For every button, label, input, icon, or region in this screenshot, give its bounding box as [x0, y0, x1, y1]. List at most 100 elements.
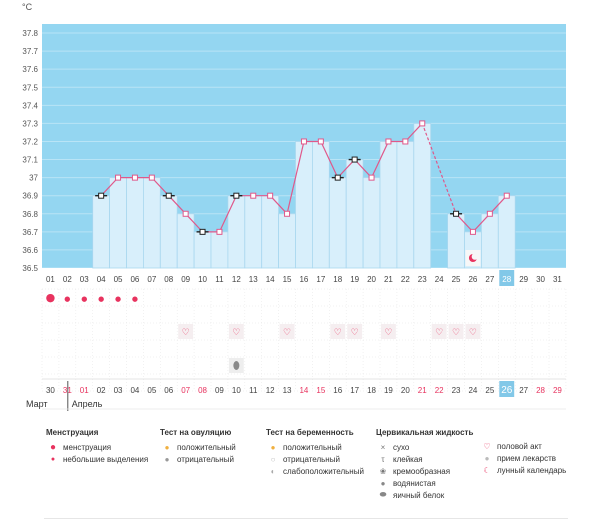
cycle-day-label[interactable]: 31: [553, 275, 562, 284]
cycle-day-label[interactable]: 27: [485, 275, 494, 284]
date-label[interactable]: 23: [452, 386, 461, 395]
date-label[interactable]: 09: [215, 386, 224, 395]
temperature-marker[interactable]: [368, 174, 375, 181]
temperature-marker[interactable]: [216, 228, 223, 235]
cycle-day-label[interactable]: 22: [401, 275, 410, 284]
date-label[interactable]: 03: [114, 386, 123, 395]
temperature-marker[interactable]: [267, 192, 274, 199]
cycle-day-label[interactable]: 04: [97, 275, 106, 284]
cycle-day-label[interactable]: 09: [181, 275, 190, 284]
date-label[interactable]: 16: [333, 386, 342, 395]
date-label[interactable]: 02: [97, 386, 106, 395]
temperature-marker[interactable]: [115, 174, 122, 181]
cycle-day-label[interactable]: 25: [452, 275, 461, 284]
cycle-day-label[interactable]: 13: [249, 275, 258, 284]
temperature-marker[interactable]: [453, 210, 460, 217]
date-label[interactable]: 04: [130, 386, 139, 395]
date-label[interactable]: 08: [198, 386, 207, 395]
small-drop-icon[interactable]: ●: [98, 295, 104, 303]
date-label[interactable]: 07: [181, 386, 190, 395]
cycle-day-label[interactable]: 16: [299, 275, 308, 284]
heart-icon[interactable]: ♡: [469, 328, 477, 338]
date-label[interactable]: 06: [164, 386, 173, 395]
small-drop-icon[interactable]: ●: [64, 295, 70, 303]
heart-icon[interactable]: ♡: [182, 328, 190, 338]
date-label[interactable]: 18: [367, 386, 376, 395]
date-label[interactable]: 10: [232, 386, 241, 395]
date-label[interactable]: 15: [316, 386, 325, 395]
cycle-day-label[interactable]: 12: [232, 275, 241, 284]
cycle-day-label[interactable]: 02: [63, 275, 72, 284]
date-label[interactable]: 22: [435, 386, 444, 395]
temperature-marker[interactable]: [385, 138, 392, 145]
heart-icon[interactable]: ♡: [435, 328, 443, 338]
temperature-marker[interactable]: [486, 210, 493, 217]
date-label[interactable]: 12: [266, 386, 275, 395]
temperature-marker[interactable]: [250, 192, 257, 199]
cycle-day-label[interactable]: 11: [215, 275, 224, 284]
cycle-day-label[interactable]: 17: [316, 275, 325, 284]
cycle-day-label[interactable]: 03: [80, 275, 89, 284]
date-label[interactable]: 13: [283, 386, 292, 395]
cycle-day-label[interactable]: 20: [367, 275, 376, 284]
temperature-marker[interactable]: [300, 138, 307, 145]
temperature-marker[interactable]: [233, 192, 240, 199]
date-label[interactable]: 05: [147, 386, 156, 395]
cycle-day-label[interactable]: 01: [46, 275, 55, 284]
date-label[interactable]: 28: [536, 386, 545, 395]
small-drop-icon[interactable]: ●: [132, 295, 138, 303]
heart-icon[interactable]: ♡: [452, 328, 460, 338]
cycle-day-label[interactable]: 07: [147, 275, 156, 284]
cycle-day-label[interactable]: 18: [333, 275, 342, 284]
temperature-marker[interactable]: [148, 174, 155, 181]
date-label[interactable]: 21: [418, 386, 427, 395]
cycle-day-label[interactable]: 14: [266, 275, 275, 284]
small-drop-icon[interactable]: ●: [115, 295, 121, 303]
date-label[interactable]: 20: [401, 386, 410, 395]
date-label[interactable]: 30: [46, 386, 55, 395]
date-label[interactable]: 19: [384, 386, 393, 395]
temperature-marker[interactable]: [131, 174, 138, 181]
cycle-day-label[interactable]: 06: [130, 275, 139, 284]
cycle-day-label[interactable]: 29: [519, 275, 528, 284]
temperature-marker[interactable]: [284, 210, 291, 217]
cycle-day-label[interactable]: 15: [283, 275, 292, 284]
temperature-marker[interactable]: [98, 192, 105, 199]
heart-icon[interactable]: ♡: [232, 328, 240, 338]
temperature-marker[interactable]: [503, 192, 510, 199]
heart-icon[interactable]: ♡: [351, 328, 359, 338]
cycle-day-label[interactable]: 19: [350, 275, 359, 284]
temperature-marker[interactable]: [199, 228, 206, 235]
date-label[interactable]: 17: [350, 386, 359, 395]
egg-white-icon[interactable]: [233, 361, 240, 370]
temperature-marker[interactable]: [182, 210, 189, 217]
temperature-marker[interactable]: [402, 138, 409, 145]
temperature-marker[interactable]: [317, 138, 324, 145]
cycle-day-label[interactable]: 23: [418, 275, 427, 284]
cycle-day-label[interactable]: 30: [536, 275, 545, 284]
temperature-marker[interactable]: [334, 174, 341, 181]
cycle-day-label[interactable]: 21: [384, 275, 393, 284]
temperature-marker[interactable]: [165, 192, 172, 199]
temperature-marker[interactable]: [419, 120, 426, 127]
small-drop-icon[interactable]: ●: [81, 295, 87, 303]
cycle-day-label[interactable]: 10: [198, 275, 207, 284]
date-label[interactable]: 26: [501, 385, 513, 396]
date-label[interactable]: 24: [468, 386, 477, 395]
cycle-day-label[interactable]: 26: [468, 275, 477, 284]
date-label[interactable]: 14: [299, 386, 308, 395]
cycle-day-label[interactable]: 08: [164, 275, 173, 284]
temperature-marker[interactable]: [469, 228, 476, 235]
date-label[interactable]: 25: [485, 386, 494, 395]
heart-icon[interactable]: ♡: [283, 328, 291, 338]
cycle-day-label[interactable]: 24: [435, 275, 444, 284]
blood-drop-icon[interactable]: ●: [46, 291, 56, 304]
date-label[interactable]: 01: [80, 386, 89, 395]
heart-icon[interactable]: ♡: [334, 328, 342, 338]
date-label[interactable]: 27: [519, 386, 528, 395]
cycle-day-label[interactable]: 28: [502, 275, 511, 284]
temperature-marker[interactable]: [351, 156, 358, 163]
heart-icon[interactable]: ♡: [384, 328, 392, 338]
cycle-day-label[interactable]: 05: [114, 275, 123, 284]
date-label[interactable]: 11: [249, 386, 258, 395]
